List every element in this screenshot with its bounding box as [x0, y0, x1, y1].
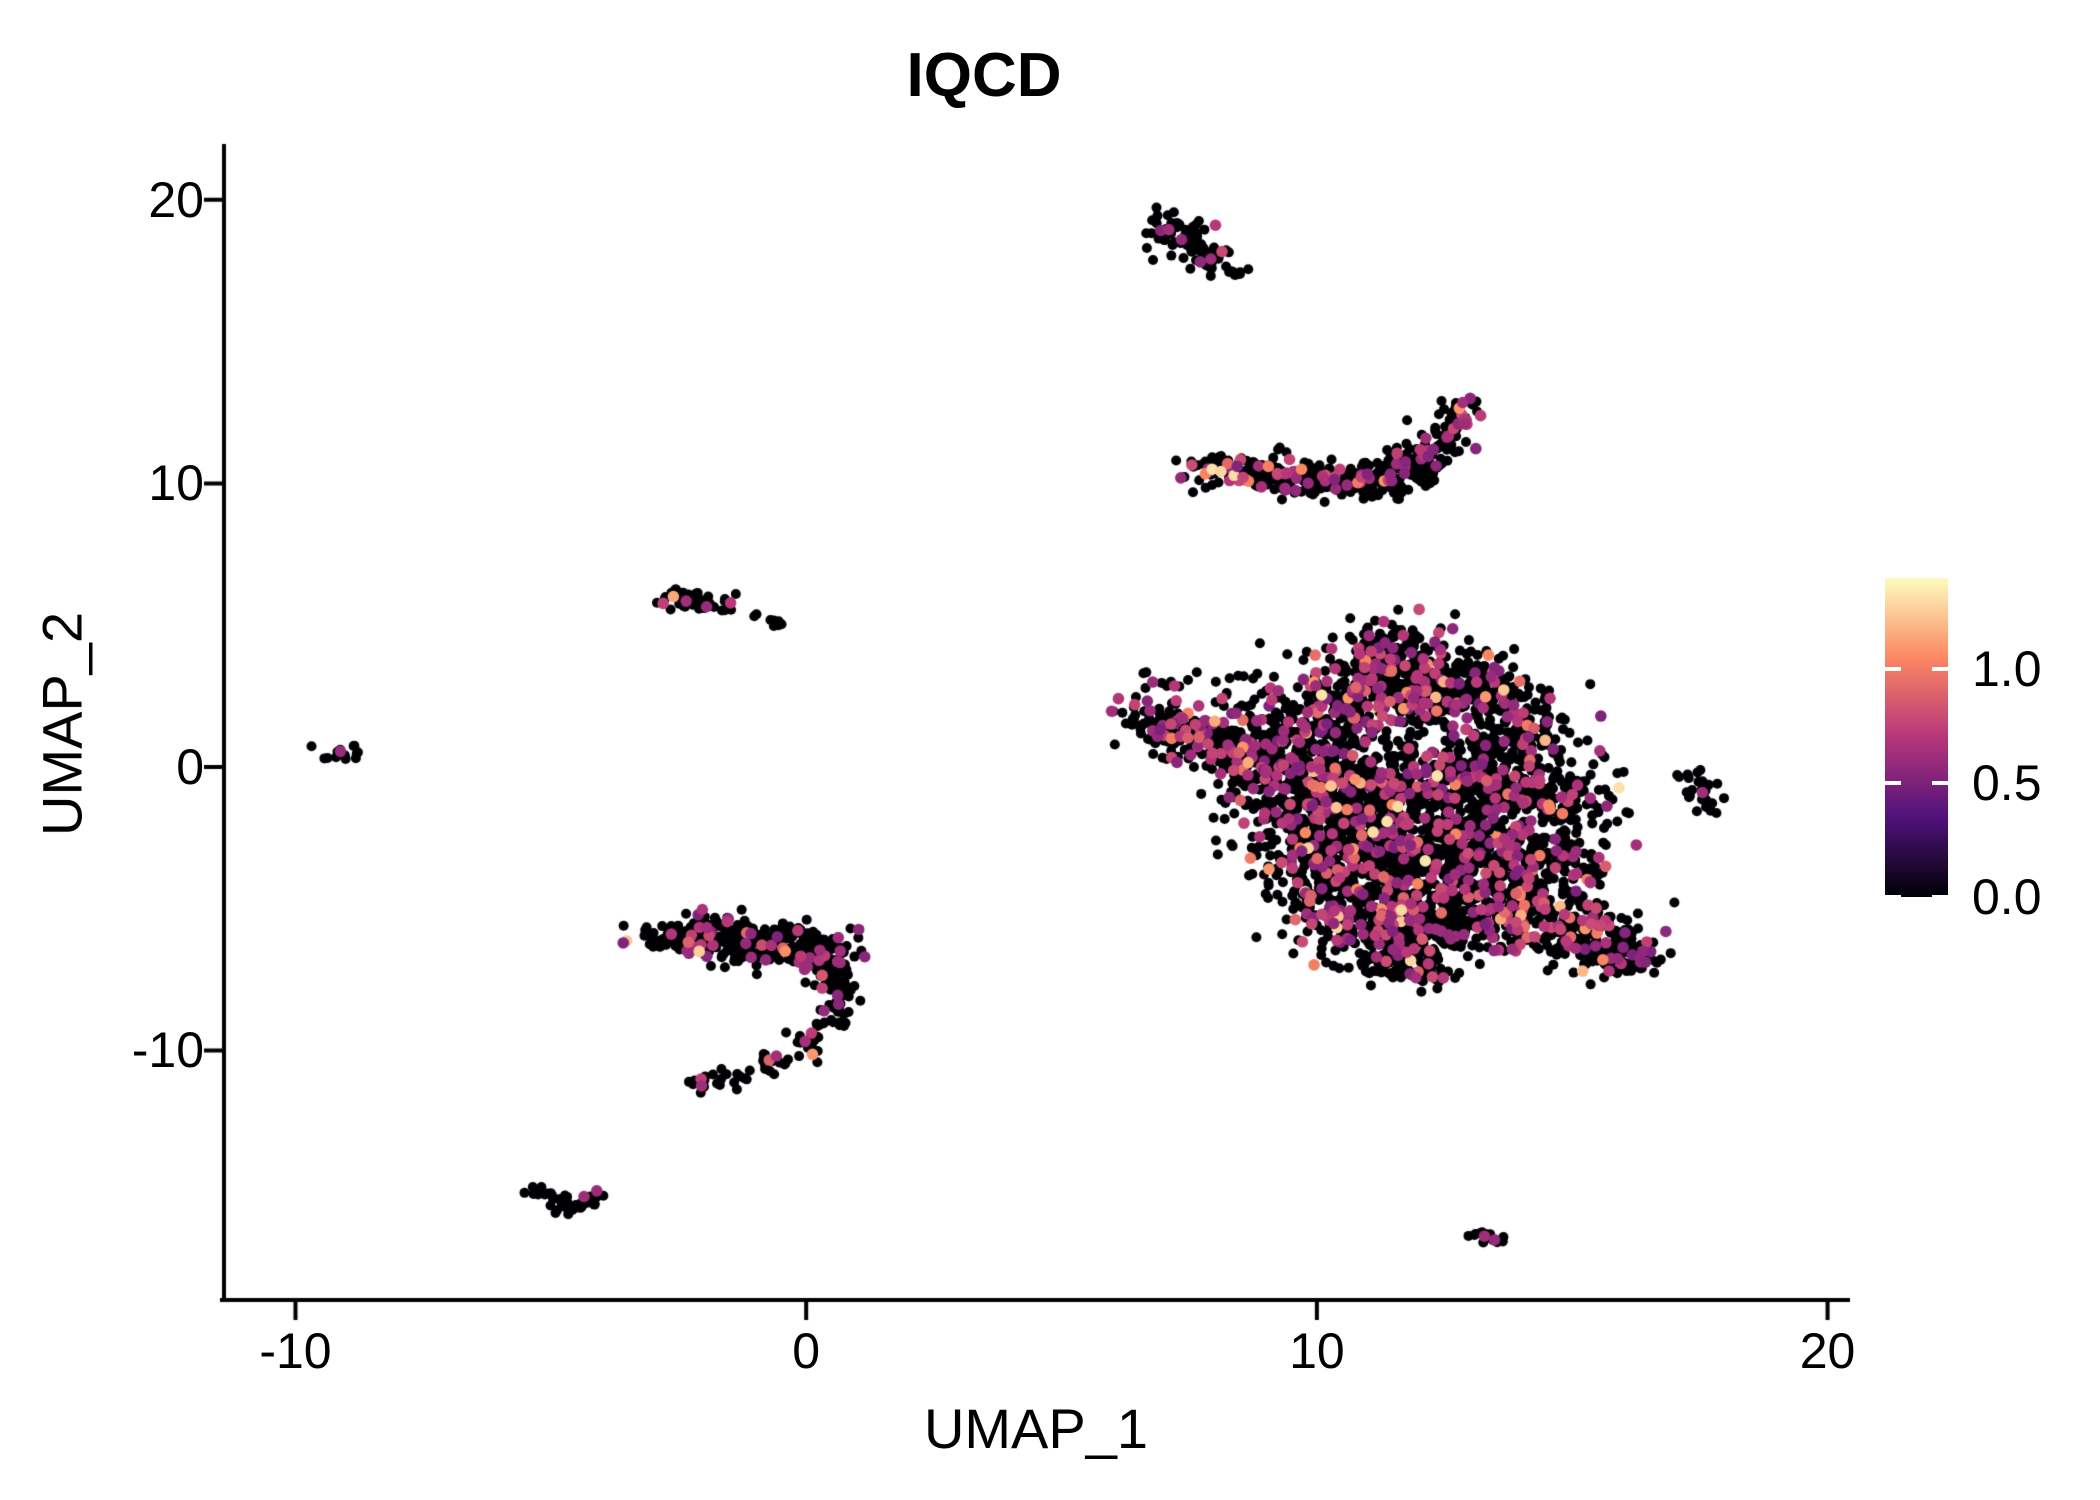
colorbar-tick-mark — [1932, 667, 1948, 672]
y-tick-label: 10 — [148, 455, 204, 512]
x-tick-label: 0 — [792, 1323, 821, 1379]
colorbar-tick-mark — [1885, 667, 1901, 672]
y-tick-label: -10 — [131, 1022, 204, 1079]
x-tick-label: 10 — [1289, 1323, 1345, 1379]
x-tick-label: 20 — [1799, 1323, 1856, 1379]
plot-title: IQCD — [906, 41, 1062, 110]
colorbar-tick-label: 0.0 — [1972, 869, 2042, 925]
y-axis-title: UMAP_2 — [30, 611, 94, 837]
colorbar-tick-mark — [1885, 895, 1901, 899]
colorbar-tick-mark — [1932, 781, 1948, 786]
y-tick-label: 0 — [176, 738, 204, 795]
colorbar-tick-label: 1.0 — [1972, 641, 2042, 698]
colorbar-tick-mark — [1932, 895, 1948, 899]
colorbar-tick-mark — [1885, 781, 1901, 786]
x-axis-title: UMAP_1 — [923, 1397, 1149, 1460]
colorbar-tick-label: 0.5 — [1972, 755, 2042, 812]
expression-colorbar — [1885, 578, 1948, 897]
y-tick-label: 20 — [148, 171, 204, 228]
x-tick-label: -10 — [259, 1323, 332, 1379]
